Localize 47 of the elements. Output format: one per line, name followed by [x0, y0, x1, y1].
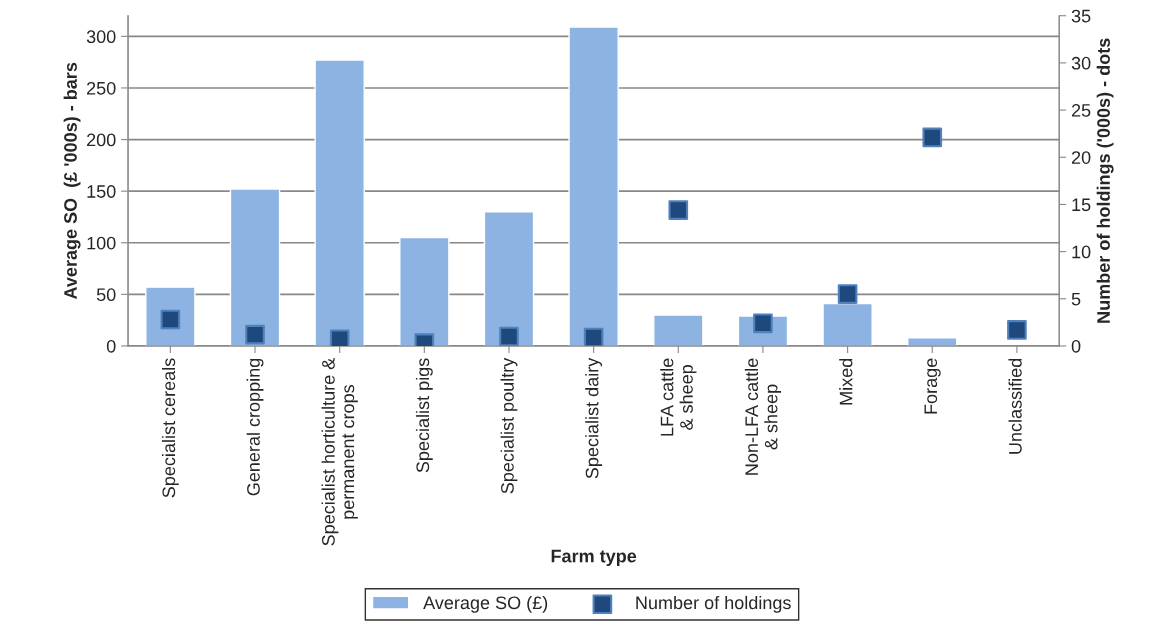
bar — [822, 302, 873, 346]
x-tick-label: Specialist cereals — [161, 358, 179, 498]
y2-axis-title: Number of holdings ('000s) - dots — [1096, 38, 1114, 323]
point — [329, 329, 350, 346]
y-tick-label: 0 — [106, 339, 116, 353]
point — [499, 326, 519, 346]
y2-tick-label: 5 — [1071, 292, 1081, 306]
bar — [907, 336, 958, 346]
y2-tick-label: 25 — [1071, 104, 1091, 117]
y2-tick-label: 0 — [1071, 339, 1081, 353]
point — [583, 327, 604, 346]
y2-tick-label: 35 — [1071, 9, 1091, 23]
x-tick-label: Specialist pigs — [415, 358, 433, 473]
x-tick-label: Specialist poultry — [500, 357, 518, 494]
y-tick-label: 300 — [86, 30, 116, 44]
x-tick-label: Unclassified — [1008, 358, 1022, 454]
x-tick-label: General cropping — [246, 358, 264, 496]
y2-tick-label: 30 — [1071, 56, 1091, 70]
x-tick-label: LFA cattle & sheep — [660, 358, 697, 436]
y2-tick-label: 20 — [1071, 151, 1091, 164]
point — [245, 324, 265, 345]
y-tick-label: 150 — [87, 185, 116, 198]
legend-label: Number of holdings — [636, 595, 791, 613]
x-tick-label: Forage — [924, 358, 941, 414]
bar — [653, 314, 704, 346]
point — [922, 127, 943, 148]
x-tick-label: Specialist dairy — [585, 357, 603, 479]
point — [668, 200, 689, 220]
bar — [314, 59, 365, 346]
x-axis-title: Farm type — [551, 549, 637, 567]
y-tick-label: 50 — [96, 288, 116, 302]
bar — [399, 236, 450, 346]
x-tick-label: Mixed — [839, 358, 853, 405]
point — [837, 284, 858, 304]
y-tick-label: 250 — [87, 81, 116, 95]
y-axis-title: Average SO (£ '000s) - bars — [63, 62, 81, 300]
y2-tick-label: 10 — [1072, 245, 1091, 259]
bar — [483, 211, 535, 346]
bar — [568, 26, 619, 346]
x-tick-label: Non-LFA cattle & sheep — [744, 358, 782, 475]
point — [1007, 320, 1027, 340]
y-tick-label: 200 — [87, 133, 116, 147]
y2-tick-label: 15 — [1072, 198, 1091, 212]
legend-label: Average SO (£) — [423, 595, 548, 613]
bar — [229, 188, 281, 346]
y-tick-label: 100 — [87, 236, 116, 250]
x-tick-label: Specialist horticulture & permanent crops — [321, 358, 358, 546]
